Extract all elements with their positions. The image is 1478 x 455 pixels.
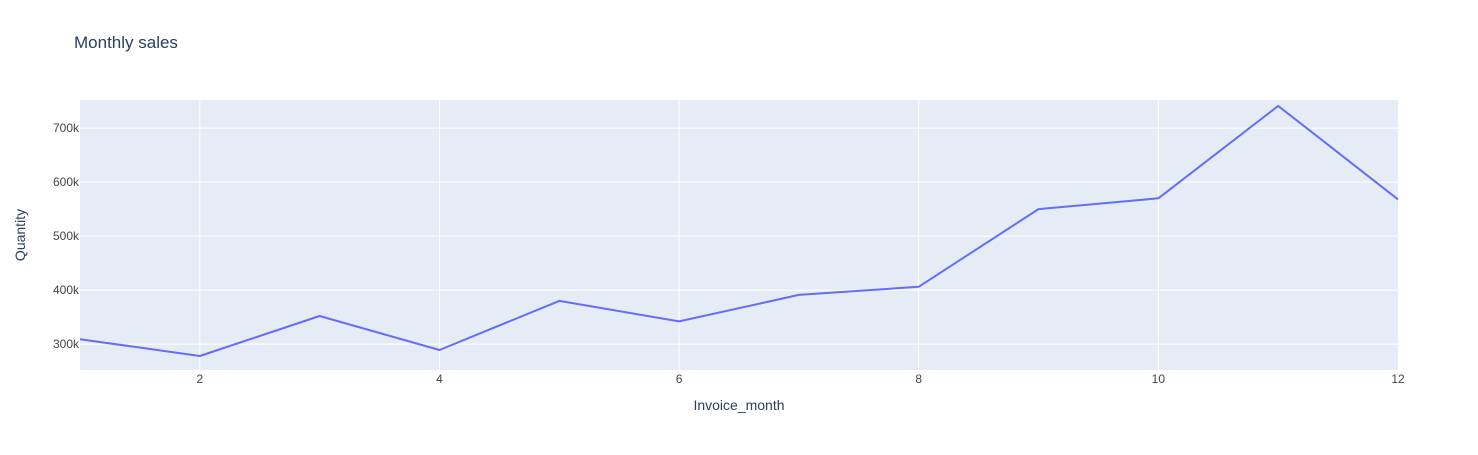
- x-tick-label: 4: [436, 372, 443, 386]
- x-tick-label: 10: [1152, 372, 1166, 386]
- y-tick-label: 300k: [53, 337, 80, 351]
- x-tick-labels: 2 4 6 8 10 12: [196, 372, 1405, 386]
- y-tick-label: 600k: [53, 175, 80, 189]
- plot-area: [80, 100, 1398, 370]
- x-tick-label: 6: [676, 372, 683, 386]
- y-tick-labels: 300k 400k 500k 600k 700k: [53, 121, 80, 351]
- y-tick-label: 700k: [53, 121, 80, 135]
- x-tick-label: 8: [915, 372, 922, 386]
- chart-title: Monthly sales: [74, 33, 178, 52]
- y-tick-label: 500k: [53, 229, 80, 243]
- x-tick-label: 12: [1391, 372, 1405, 386]
- series-line: [79, 104, 1399, 357]
- x-tick-label: 2: [196, 372, 203, 386]
- x-gridlines: [199, 100, 1159, 370]
- y-axis-label: Quantity: [12, 209, 28, 261]
- y-tick-label: 400k: [53, 283, 80, 297]
- x-axis-label: Invoice_month: [693, 397, 784, 413]
